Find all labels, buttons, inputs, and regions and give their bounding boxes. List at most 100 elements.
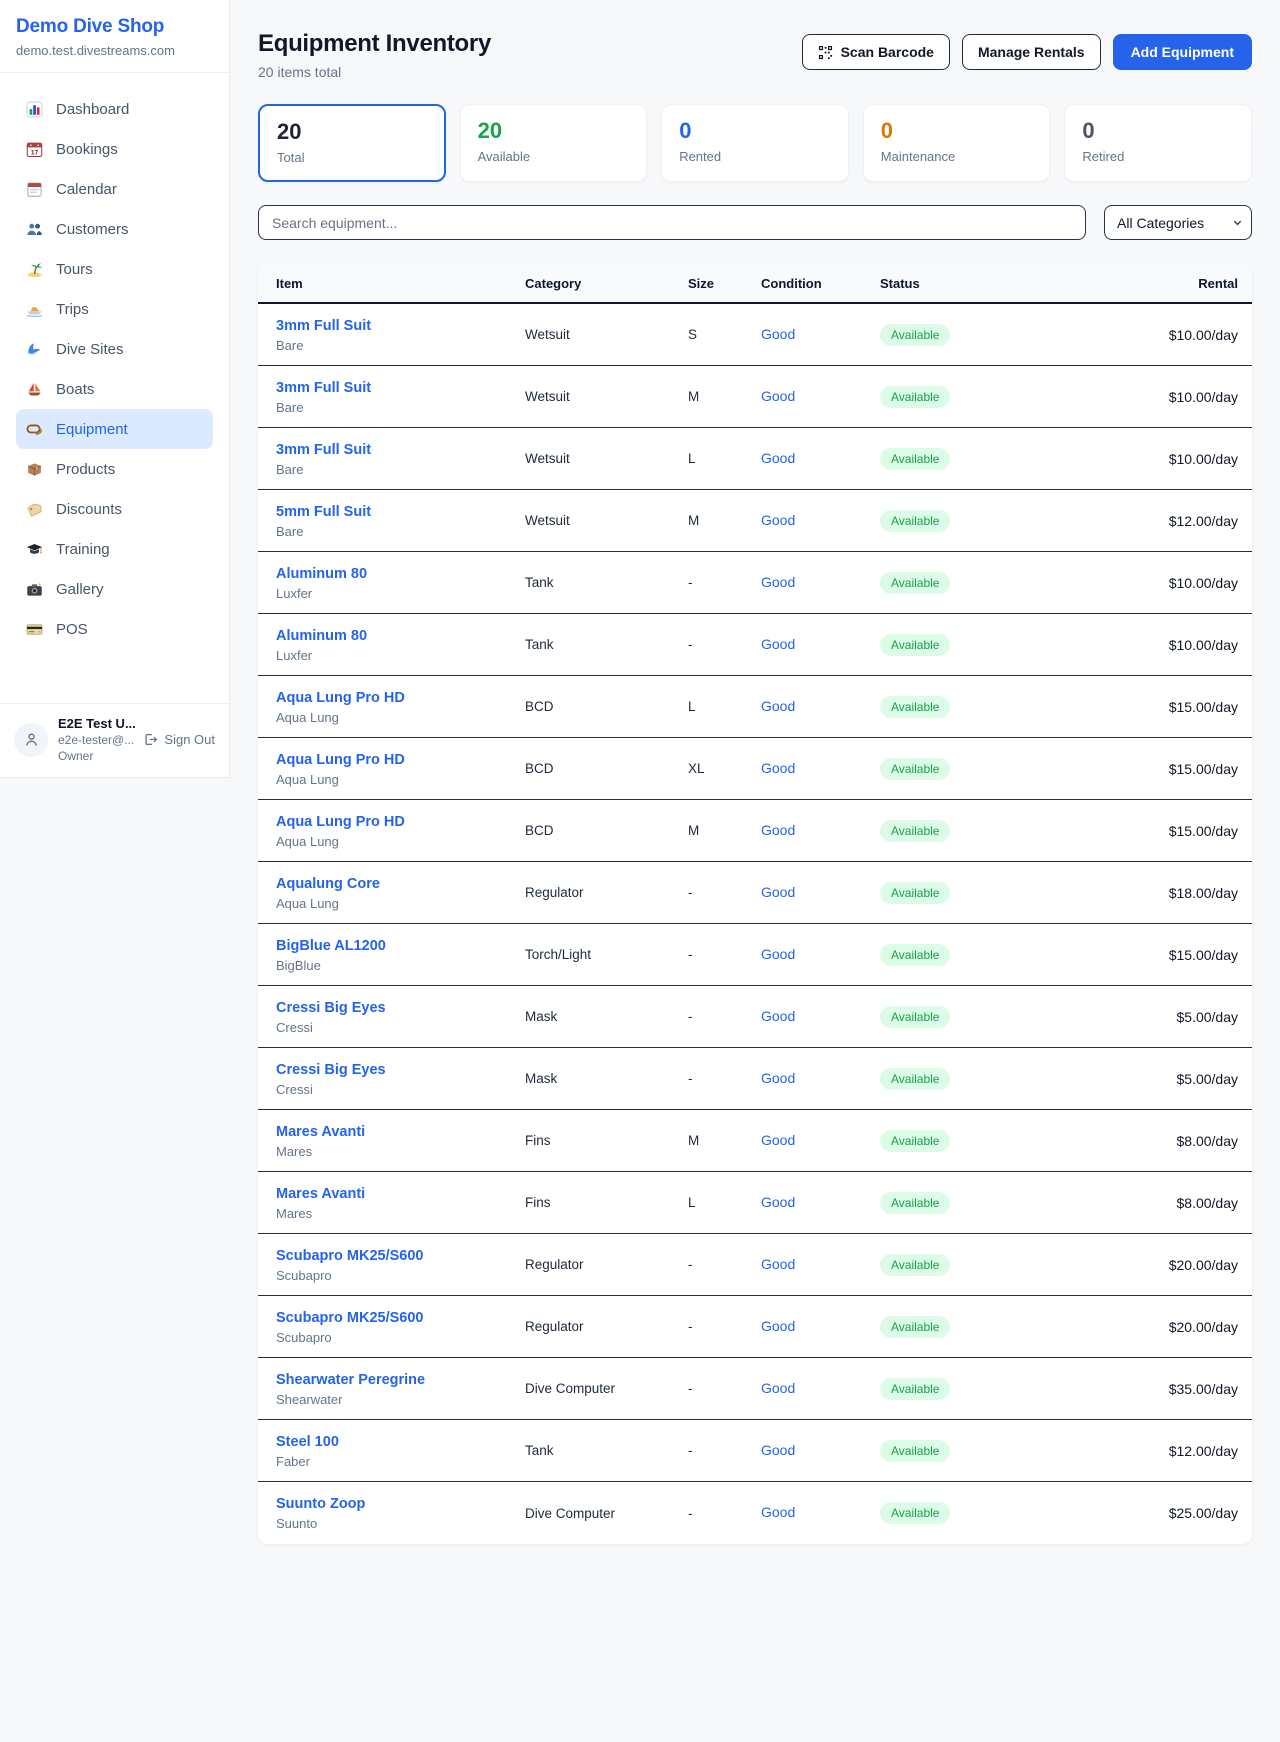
category-cell: Dive Computer — [525, 1381, 616, 1396]
scan-barcode-button[interactable]: Scan Barcode — [801, 34, 950, 70]
table-row[interactable]: Suunto Zoop Suunto Dive Computer - Good Avail… — [258, 1482, 1252, 1544]
category-cell: Tank — [525, 637, 554, 652]
table-row[interactable]: Scubapro MK25/S600 Scubapro Regulator - Good… — [258, 1234, 1252, 1296]
size-cell: - — [688, 1257, 693, 1272]
status-badge: Available — [880, 1439, 951, 1462]
condition-link[interactable]: Good — [761, 573, 796, 590]
item-link[interactable]: Aqua Lung Pro HD — [276, 813, 405, 830]
table-row[interactable]: Cressi Big Eyes Cressi Mask - Good Available $… — [258, 1048, 1252, 1110]
sidebar-item-customers[interactable]: Customers — [16, 209, 213, 249]
table-row[interactable]: Scubapro MK25/S600 Scubapro Regulator - Good… — [258, 1296, 1252, 1358]
table-row[interactable]: Mares Avanti Mares Fins L Good Available $8.00… — [258, 1172, 1252, 1234]
sidebar-item-pos[interactable]: POS — [16, 609, 213, 649]
manage-rentals-button[interactable]: Manage Rentals — [961, 34, 1101, 70]
item-link[interactable]: Aqua Lung Pro HD — [276, 751, 405, 768]
condition-link[interactable]: Good — [761, 883, 796, 900]
sidebar-item-discounts[interactable]: Discounts — [16, 489, 213, 529]
table-row[interactable]: Aqualung Core Aqua Lung Regulator - Good Avai… — [258, 862, 1252, 924]
search-input[interactable] — [258, 205, 1086, 240]
sidebar-item-boats[interactable]: Boats — [16, 369, 213, 409]
item-link[interactable]: Cressi Big Eyes — [276, 1061, 386, 1078]
item-brand: Aqua Lung — [276, 771, 339, 787]
condition-cell: Good — [761, 450, 880, 468]
item-link[interactable]: Aqua Lung Pro HD — [276, 689, 405, 706]
item-link[interactable]: 3mm Full Suit — [276, 379, 372, 396]
sidebar-item-dashboard[interactable]: Dashboard — [16, 89, 213, 129]
sidebar-item-equipment[interactable]: Equipment — [16, 409, 213, 449]
sidebar-item-products[interactable]: Products — [16, 449, 213, 489]
stat-card-available[interactable]: 20 Available — [459, 104, 648, 182]
stat-card-maintenance[interactable]: 0 Maintenance — [862, 104, 1051, 182]
item-link[interactable]: 3mm Full Suit — [276, 441, 372, 458]
item-link[interactable]: Scubapro MK25/S600 — [276, 1247, 424, 1264]
stat-card-rented[interactable]: 0 Rented — [661, 104, 849, 182]
table-row[interactable]: Mares Avanti Mares Fins M Good Available $8.00… — [258, 1110, 1252, 1172]
item-link[interactable]: Steel 100 — [276, 1433, 339, 1450]
item-link[interactable]: Scubapro MK25/S600 — [276, 1309, 424, 1326]
condition-link[interactable]: Good — [761, 511, 796, 528]
stat-label: Total — [277, 150, 305, 165]
condition-link[interactable]: Good — [761, 325, 796, 342]
condition-link[interactable]: Good — [761, 387, 796, 404]
table-row[interactable]: Aqua Lung Pro HD Aqua Lung BCD L Good Availab… — [258, 676, 1252, 738]
table-row[interactable]: BigBlue AL1200 BigBlue Torch/Light - Good Ava… — [258, 924, 1252, 986]
stat-label: Retired — [1082, 149, 1125, 164]
table-row[interactable]: Aluminum 80 Luxfer Tank - Good Available $10.0… — [258, 552, 1252, 614]
stat-card-total[interactable]: 20 Total — [258, 104, 446, 182]
condition-link[interactable]: Good — [761, 1379, 796, 1396]
sidebar-item-dive-sites[interactable]: Dive Sites — [16, 329, 213, 369]
item-link[interactable]: 5mm Full Suit — [276, 503, 372, 520]
table-row[interactable]: Steel 100 Faber Tank - Good Available $12.00/d… — [258, 1420, 1252, 1482]
condition-link[interactable]: Good — [761, 759, 796, 776]
table-row[interactable]: 3mm Full Suit Bare Wetsuit M Good Available $1… — [258, 366, 1252, 428]
sailboat-icon — [26, 381, 43, 398]
stat-card-retired[interactable]: 0 Retired — [1064, 104, 1252, 182]
add-equipment-button[interactable]: Add Equipment — [1112, 34, 1252, 70]
condition-cell: Good — [761, 1442, 880, 1460]
category-select[interactable]: All Categories — [1104, 205, 1252, 240]
item-link[interactable]: Mares Avanti — [276, 1123, 366, 1140]
status-badge: Available — [880, 323, 951, 346]
item-link[interactable]: Suunto Zoop — [276, 1496, 366, 1512]
item-link[interactable]: Cressi Big Eyes — [276, 999, 386, 1016]
condition-link[interactable]: Good — [761, 1255, 796, 1272]
table-row[interactable]: Aqua Lung Pro HD Aqua Lung BCD XL Good Availa… — [258, 738, 1252, 800]
table-row[interactable]: Cressi Big Eyes Cressi Mask - Good Available $… — [258, 986, 1252, 1048]
item-link[interactable]: Aqualung Core — [276, 875, 380, 892]
item-link[interactable]: Aluminum 80 — [276, 565, 368, 582]
item-link[interactable]: 3mm Full Suit — [276, 317, 372, 334]
condition-link[interactable]: Good — [761, 697, 796, 714]
table-row[interactable]: Aqua Lung Pro HD Aqua Lung BCD M Good Availab… — [258, 800, 1252, 862]
condition-link[interactable]: Good — [761, 449, 796, 466]
sidebar-item-training[interactable]: Training — [16, 529, 213, 569]
condition-link[interactable]: Good — [761, 1504, 796, 1520]
condition-link[interactable]: Good — [761, 1441, 796, 1458]
item-link[interactable]: Shearwater Peregrine — [276, 1371, 426, 1388]
sidebar-item-tours[interactable]: Tours — [16, 249, 213, 289]
condition-link[interactable]: Good — [761, 635, 796, 652]
condition-link[interactable]: Good — [761, 1007, 796, 1024]
sign-out-icon — [145, 733, 158, 746]
sidebar-item-calendar[interactable]: Calendar — [16, 169, 213, 209]
condition-link[interactable]: Good — [761, 1193, 796, 1210]
condition-link[interactable]: Good — [761, 1317, 796, 1334]
condition-link[interactable]: Good — [761, 1069, 796, 1086]
item-link[interactable]: Aluminum 80 — [276, 627, 368, 644]
condition-link[interactable]: Good — [761, 945, 796, 962]
sign-out-button[interactable]: Sign Out — [143, 732, 215, 747]
item-link[interactable]: BigBlue AL1200 — [276, 937, 386, 954]
item-cell: Mares Avanti Mares — [276, 1123, 525, 1159]
table-row[interactable]: 3mm Full Suit Bare Wetsuit S Good Available $1… — [258, 304, 1252, 366]
sidebar-item-bookings[interactable]: 17 Bookings — [16, 129, 213, 169]
table-row[interactable]: Aluminum 80 Luxfer Tank - Good Available $10.0… — [258, 614, 1252, 676]
sidebar-item-trips[interactable]: Trips — [16, 289, 213, 329]
item-link[interactable]: Mares Avanti — [276, 1185, 366, 1202]
category-cell: Wetsuit — [525, 327, 570, 342]
table-row[interactable]: 3mm Full Suit Bare Wetsuit L Good Available $1… — [258, 428, 1252, 490]
condition-link[interactable]: Good — [761, 821, 796, 838]
table-row[interactable]: Shearwater Peregrine Shearwater Dive Compu… — [258, 1358, 1252, 1420]
category-cell: Fins — [525, 1133, 551, 1148]
condition-link[interactable]: Good — [761, 1131, 796, 1148]
table-row[interactable]: 5mm Full Suit Bare Wetsuit M Good Available $1… — [258, 490, 1252, 552]
sidebar-item-gallery[interactable]: Gallery — [16, 569, 213, 609]
